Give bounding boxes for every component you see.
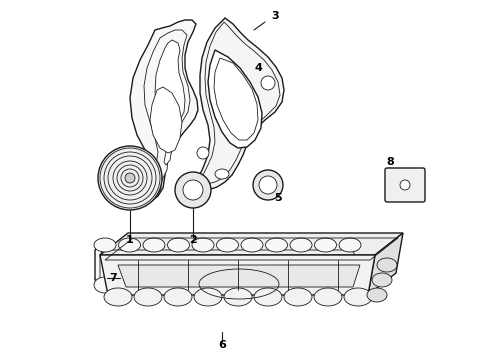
Ellipse shape	[253, 170, 283, 200]
Ellipse shape	[315, 238, 337, 252]
Ellipse shape	[197, 147, 209, 159]
Ellipse shape	[241, 277, 263, 293]
Polygon shape	[130, 20, 198, 205]
Ellipse shape	[284, 288, 312, 306]
Polygon shape	[150, 87, 182, 153]
Ellipse shape	[94, 238, 116, 252]
Ellipse shape	[241, 238, 263, 252]
Ellipse shape	[400, 180, 410, 190]
Ellipse shape	[266, 238, 288, 252]
Ellipse shape	[192, 238, 214, 252]
Text: 2: 2	[189, 235, 197, 245]
Text: 1: 1	[126, 235, 134, 245]
Ellipse shape	[290, 238, 312, 252]
Ellipse shape	[104, 288, 132, 306]
Polygon shape	[202, 22, 280, 184]
Ellipse shape	[259, 176, 277, 194]
Ellipse shape	[175, 172, 211, 208]
Ellipse shape	[290, 277, 312, 293]
Ellipse shape	[192, 277, 214, 293]
Ellipse shape	[339, 277, 361, 293]
Ellipse shape	[266, 277, 288, 293]
Ellipse shape	[183, 180, 203, 200]
Ellipse shape	[168, 238, 190, 252]
Ellipse shape	[224, 288, 252, 306]
Ellipse shape	[215, 169, 229, 179]
Ellipse shape	[314, 288, 342, 306]
Ellipse shape	[98, 146, 162, 210]
Text: 3: 3	[271, 11, 279, 21]
Ellipse shape	[145, 182, 161, 194]
Text: 4: 4	[254, 63, 262, 73]
Ellipse shape	[344, 288, 372, 306]
Ellipse shape	[143, 238, 165, 252]
Ellipse shape	[119, 238, 141, 252]
Polygon shape	[144, 30, 190, 185]
Ellipse shape	[194, 288, 222, 306]
Ellipse shape	[372, 273, 392, 287]
Ellipse shape	[168, 277, 190, 293]
Polygon shape	[155, 40, 185, 165]
Polygon shape	[368, 233, 403, 295]
Ellipse shape	[134, 288, 162, 306]
Polygon shape	[100, 233, 403, 255]
Ellipse shape	[143, 277, 165, 293]
Ellipse shape	[119, 277, 141, 293]
Ellipse shape	[339, 238, 361, 252]
Polygon shape	[196, 18, 284, 190]
Ellipse shape	[315, 277, 337, 293]
Ellipse shape	[367, 288, 387, 302]
Polygon shape	[214, 58, 258, 140]
Ellipse shape	[261, 76, 275, 90]
Polygon shape	[208, 50, 262, 148]
FancyBboxPatch shape	[385, 168, 425, 202]
Ellipse shape	[377, 258, 397, 272]
Ellipse shape	[217, 238, 239, 252]
Polygon shape	[95, 245, 360, 285]
Ellipse shape	[125, 173, 135, 183]
Text: 7: 7	[109, 273, 117, 283]
Polygon shape	[118, 265, 360, 287]
Ellipse shape	[164, 288, 192, 306]
Polygon shape	[100, 255, 375, 295]
Ellipse shape	[94, 277, 116, 293]
Text: 8: 8	[386, 157, 394, 167]
Text: 5: 5	[274, 193, 282, 203]
Ellipse shape	[217, 277, 239, 293]
Text: 6: 6	[218, 340, 226, 350]
Ellipse shape	[254, 288, 282, 306]
